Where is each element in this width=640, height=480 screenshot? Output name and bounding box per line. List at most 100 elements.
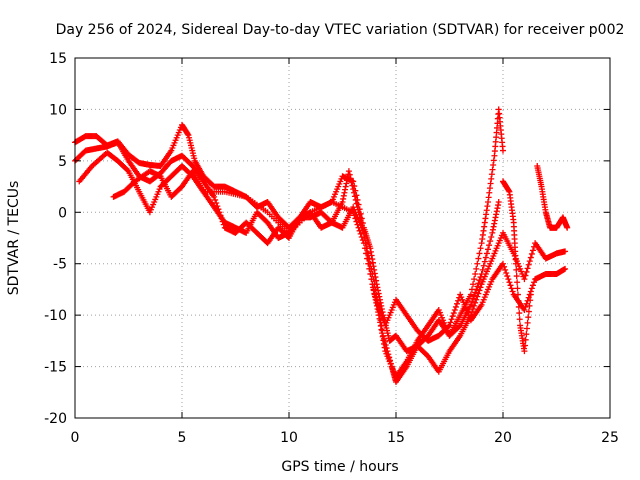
data-point bbox=[472, 289, 479, 296]
data-point bbox=[529, 282, 536, 289]
data-point bbox=[474, 283, 481, 290]
x-axis-label: GPS time / hours bbox=[281, 459, 398, 475]
data-point bbox=[506, 279, 513, 286]
data-point bbox=[525, 261, 532, 268]
y-tick-label: -20 bbox=[44, 411, 67, 427]
data-point bbox=[481, 258, 488, 265]
x-tick-label: 0 bbox=[71, 430, 80, 446]
data-point bbox=[474, 293, 481, 300]
data-point bbox=[212, 196, 219, 203]
data-point bbox=[470, 281, 477, 288]
data-point bbox=[495, 199, 502, 205]
data-point bbox=[473, 296, 480, 303]
data-point bbox=[516, 310, 523, 317]
x-tick-label: 5 bbox=[178, 430, 187, 446]
data-point bbox=[353, 218, 360, 225]
series-6 bbox=[534, 163, 571, 231]
data-point bbox=[467, 301, 474, 308]
data-point bbox=[528, 250, 535, 257]
data-point bbox=[448, 316, 455, 323]
data-point bbox=[473, 265, 480, 272]
data-point bbox=[361, 245, 368, 252]
plot-frame bbox=[74, 57, 611, 419]
data-point bbox=[474, 260, 481, 267]
data-point bbox=[355, 224, 362, 231]
data-point bbox=[502, 266, 509, 273]
data-point bbox=[351, 189, 358, 196]
data-point bbox=[479, 266, 486, 273]
data-point bbox=[477, 284, 484, 291]
chart-title: Day 256 of 2024, Sidereal Day-to-day VTE… bbox=[56, 22, 625, 38]
data-point bbox=[350, 186, 357, 193]
data-point bbox=[477, 245, 484, 252]
data-point bbox=[354, 221, 361, 228]
data-point bbox=[452, 303, 459, 310]
data-point bbox=[356, 227, 363, 234]
data-point bbox=[522, 336, 529, 343]
x-tick-label: 10 bbox=[280, 430, 298, 446]
data-point bbox=[562, 265, 569, 272]
data-point bbox=[483, 250, 490, 257]
data-point bbox=[476, 287, 483, 294]
data-point bbox=[352, 196, 359, 203]
data-point bbox=[514, 291, 521, 298]
data-point bbox=[521, 348, 528, 355]
y-tick-label: -5 bbox=[53, 257, 67, 273]
data-point bbox=[526, 258, 533, 265]
grid-lines bbox=[75, 58, 610, 418]
data-point bbox=[523, 268, 530, 275]
data-point bbox=[470, 305, 477, 312]
series-4 bbox=[110, 168, 569, 344]
data-point bbox=[527, 254, 534, 261]
data-point bbox=[486, 242, 493, 249]
data-point bbox=[475, 280, 482, 287]
data-point bbox=[383, 345, 390, 352]
data-point bbox=[485, 246, 492, 253]
data-point bbox=[468, 286, 475, 293]
data-point bbox=[471, 276, 478, 283]
data-point bbox=[345, 168, 352, 175]
data-point bbox=[386, 354, 393, 361]
data-point bbox=[522, 342, 529, 349]
data-point bbox=[366, 265, 373, 272]
data-point bbox=[521, 276, 528, 283]
axis-ticks: 0 5 10 15 20 25 -20 -15 -10 -5 0 5 10 15 bbox=[44, 51, 619, 446]
data-point bbox=[475, 255, 482, 262]
data-point bbox=[372, 294, 379, 301]
data-point bbox=[446, 322, 453, 329]
y-tick-label: -10 bbox=[44, 308, 67, 324]
data-point bbox=[501, 263, 508, 270]
data-point bbox=[562, 248, 569, 255]
data-point bbox=[348, 178, 355, 185]
data-point bbox=[353, 200, 360, 207]
data-point bbox=[513, 273, 520, 280]
data-point bbox=[380, 332, 387, 339]
data-point bbox=[523, 325, 530, 332]
data-point bbox=[368, 276, 375, 283]
data-point bbox=[522, 272, 529, 279]
data-point bbox=[379, 327, 386, 334]
data-point bbox=[371, 291, 378, 298]
data-point bbox=[213, 200, 220, 207]
data-point bbox=[508, 285, 515, 292]
data-point bbox=[450, 310, 457, 317]
data-point bbox=[455, 297, 462, 304]
data-point bbox=[381, 335, 388, 342]
data-point bbox=[523, 331, 530, 338]
data-point bbox=[379, 313, 386, 320]
data-point bbox=[514, 279, 521, 286]
data-point bbox=[380, 316, 387, 323]
data-point bbox=[359, 237, 366, 244]
data-point bbox=[507, 282, 514, 289]
data-point bbox=[346, 171, 353, 178]
data-point bbox=[358, 233, 365, 240]
data-point bbox=[124, 167, 131, 174]
data-point bbox=[367, 271, 374, 277]
data-point bbox=[382, 341, 389, 348]
data-point bbox=[527, 297, 534, 304]
data-point bbox=[521, 307, 528, 313]
y-tick-label: -15 bbox=[44, 360, 67, 376]
y-tick-label: 15 bbox=[49, 51, 67, 67]
data-point bbox=[503, 269, 510, 276]
